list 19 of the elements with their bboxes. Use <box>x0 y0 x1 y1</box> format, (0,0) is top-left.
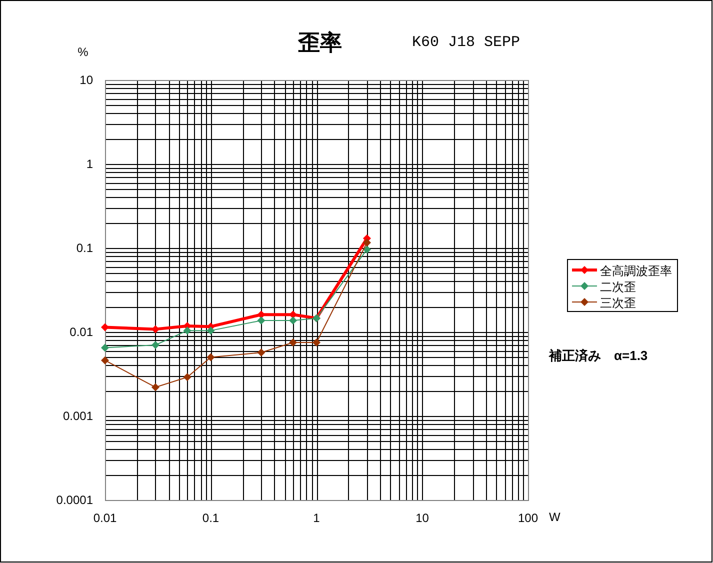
x-tick-label: 1 <box>313 511 320 525</box>
y-tick-label: 10 <box>80 73 94 87</box>
x-axis-title: W <box>549 510 561 524</box>
y-axis-title: % <box>78 45 89 59</box>
y-tick-label: 1 <box>86 157 94 171</box>
x-tick-label: 0.01 <box>93 511 117 525</box>
legend-label: 三次歪 <box>600 296 636 310</box>
chart-title: 歪率 <box>297 30 342 55</box>
y-tick-label: 0.001 <box>62 409 94 423</box>
legend-label: 全高調波歪率 <box>600 264 672 278</box>
x-tick-label: 100 <box>518 511 538 525</box>
chart-subtitle: K60 J18 SEPP <box>412 34 520 51</box>
legend-label: 二次歪 <box>600 280 636 294</box>
y-tick-label: 0.01 <box>70 325 94 339</box>
y-tick-label: 0.1 <box>76 241 94 255</box>
x-tick-label: 10 <box>416 511 430 525</box>
y-tick-label: 0.0001 <box>56 493 94 507</box>
x-tick-label: 0.1 <box>202 511 220 525</box>
text: 補正済み α=1.3 <box>548 348 648 363</box>
